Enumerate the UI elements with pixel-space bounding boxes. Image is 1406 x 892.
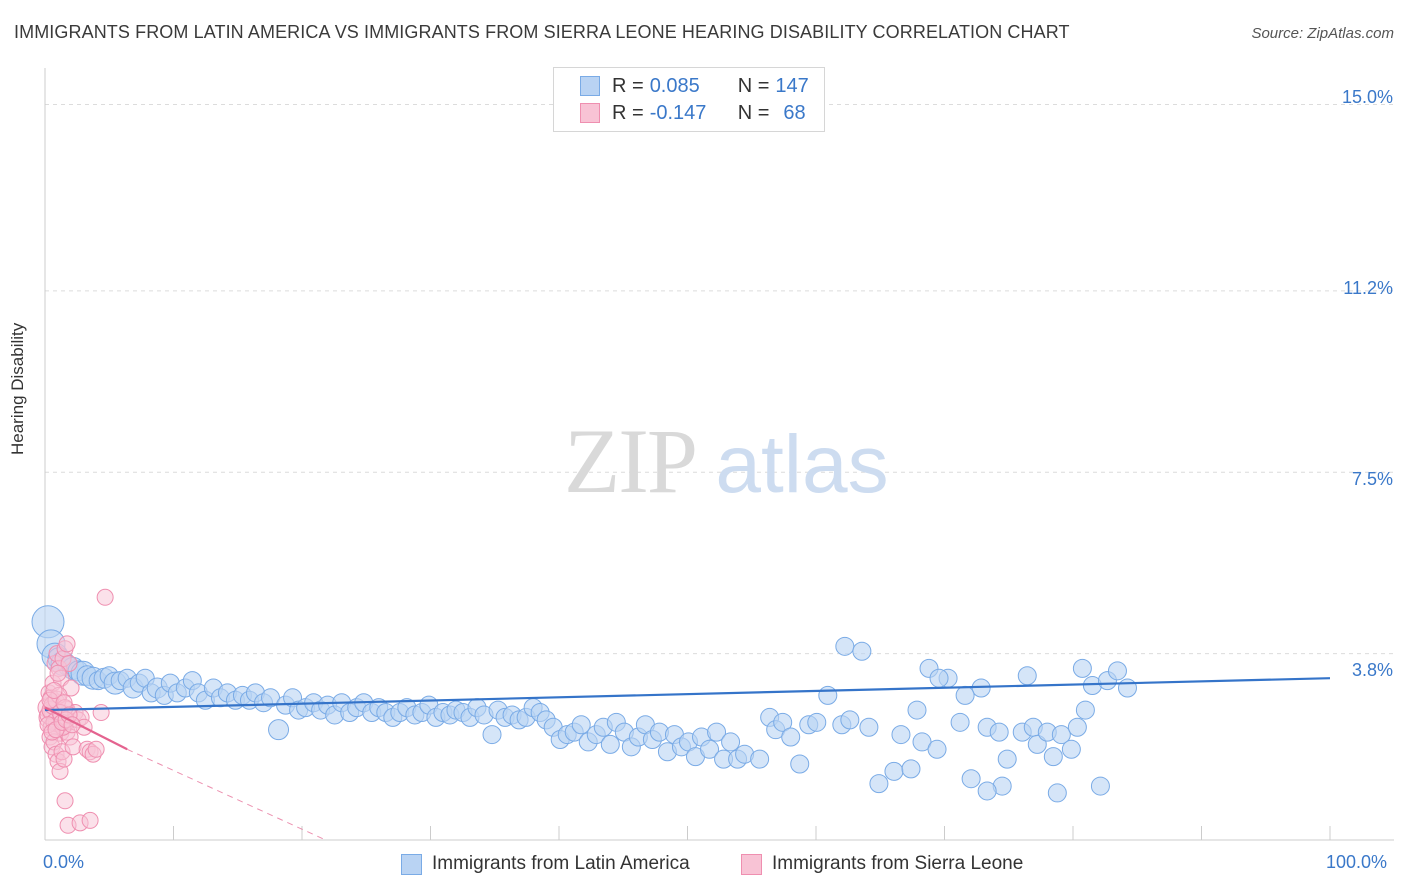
sierra-leone-point	[45, 681, 63, 699]
latin-america-point	[901, 759, 921, 779]
latin-america-point	[261, 688, 281, 708]
latin-america-point	[891, 725, 911, 745]
sierra-leone-point	[92, 704, 110, 722]
sierra-leone-point	[58, 635, 76, 653]
correlation-legend: R = 0.085 N = 147 R = -0.147 N = 68	[553, 67, 825, 132]
legend-n-label: N =	[737, 74, 770, 97]
latin-america-point	[907, 700, 927, 720]
legend-row-sierra-leone: R = -0.147 N = 68	[580, 100, 806, 126]
y-tick-label: 15.0%	[1341, 87, 1393, 107]
sierra-leone-point	[81, 811, 99, 829]
latin-america-point	[268, 719, 290, 741]
latin-america-point	[859, 717, 879, 737]
latin-america-point	[1027, 734, 1047, 754]
bottom-legend-swatch-pink	[741, 853, 762, 875]
latin-america-point	[1061, 739, 1081, 759]
sierra-leone-trend-line	[44, 706, 128, 751]
legend-r-label: R =	[612, 74, 644, 97]
latin-america-point	[1051, 725, 1071, 745]
legend-swatch-pink	[580, 103, 600, 123]
bottom-legend-swatch-blue	[401, 853, 422, 875]
sierra-leone-point	[49, 664, 67, 682]
bottom-legend-latin-america: Immigrants from Latin America	[401, 852, 690, 876]
latin-america-point	[1047, 783, 1067, 803]
latin-america-point	[852, 641, 872, 661]
latin-america-point	[912, 732, 932, 752]
y-tick-label: 7.5%	[1351, 469, 1393, 489]
latin-america-point	[961, 769, 981, 789]
watermark-atlas: atlas	[715, 419, 888, 510]
latin-america-point	[1017, 666, 1037, 686]
latin-america-point	[989, 722, 1009, 742]
latin-america-point	[1067, 717, 1087, 737]
latin-america-point	[600, 734, 620, 754]
chart-source: Source: ZipAtlas.com	[1251, 25, 1394, 42]
latin-america-point	[884, 761, 904, 781]
legend-r-value: -0.147	[649, 101, 707, 124]
legend-n-value: 147	[775, 74, 809, 97]
sierra-leone-point	[56, 792, 74, 810]
latin-america-point	[790, 754, 810, 774]
latin-america-point	[721, 732, 741, 752]
latin-america-point	[1043, 747, 1063, 767]
latin-america-point	[955, 685, 975, 705]
chart-title: IMMIGRANTS FROM LATIN AMERICA VS IMMIGRA…	[14, 22, 1070, 42]
latin-america-point	[1107, 661, 1127, 681]
latin-america-point	[869, 774, 889, 794]
latin-america-point	[835, 636, 855, 656]
latin-america-point	[571, 715, 591, 735]
watermark: ZIP atlas	[564, 410, 889, 512]
legend-r-label: R =	[612, 101, 644, 124]
latin-america-point	[750, 749, 770, 769]
latin-america-point	[929, 668, 949, 688]
sierra-leone-point	[87, 740, 105, 758]
bottom-legend-sierra-leone: Immigrants from Sierra Leone	[741, 852, 1023, 876]
latin-america-point	[927, 739, 947, 759]
latin-america-point	[1117, 678, 1137, 698]
legend-n-value: 68	[783, 101, 806, 124]
x-tick-label: 100.0%	[1326, 852, 1388, 872]
latin-america-point	[1090, 776, 1110, 796]
sierra-leone-points	[37, 588, 114, 834]
latin-america-point	[807, 712, 827, 732]
latin-america-point	[700, 739, 720, 759]
latin-america-trend-line	[44, 677, 1331, 712]
y-axis-label: Hearing Disability	[8, 322, 27, 455]
latin-america-point	[950, 712, 970, 732]
latin-america-point	[773, 712, 793, 732]
latin-america-point	[840, 710, 860, 730]
latin-america-point	[1072, 658, 1092, 678]
y-tick-label: 11.2%	[1343, 278, 1393, 298]
x-tick-label: 0.0%	[43, 852, 85, 872]
sierra-leone-point	[96, 588, 114, 606]
grid-lines	[45, 104, 1394, 655]
legend-r-value: 0.085	[649, 74, 700, 97]
sierra-leone-point	[64, 738, 82, 756]
latin-america-points	[31, 605, 1137, 803]
legend-swatch-blue	[580, 76, 600, 96]
latin-america-point	[818, 685, 838, 705]
latin-america-point	[482, 725, 502, 745]
sierra-leone-point	[55, 750, 73, 768]
watermark-zip: ZIP	[564, 410, 696, 512]
latin-america-point	[781, 727, 801, 747]
trend-lines	[44, 677, 1331, 841]
legend-row-latin-america: R = 0.085 N = 147	[580, 73, 809, 99]
latin-america-point	[997, 749, 1017, 769]
latin-america-point	[707, 722, 727, 742]
latin-america-point	[1075, 700, 1095, 720]
legend-n-label: N =	[737, 101, 770, 124]
y-tick-label: 3.8%	[1351, 660, 1393, 680]
bottom-legend-label: Immigrants from Sierra Leone	[772, 853, 1024, 874]
sierra-leone-point	[60, 654, 78, 672]
sierra-leone-trend-extension	[126, 748, 326, 841]
latin-america-point	[977, 781, 997, 801]
bottom-legend-label: Immigrants from Latin America	[432, 853, 690, 874]
